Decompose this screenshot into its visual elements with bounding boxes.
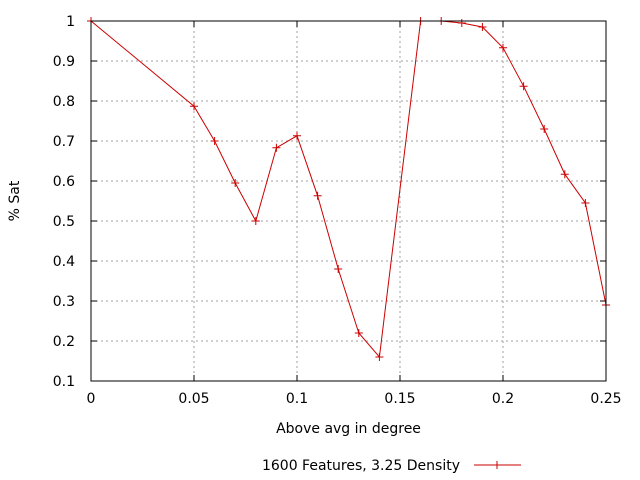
y-tick-label: 0.8: [53, 94, 75, 110]
series-group: [87, 17, 610, 361]
y-tick-label: 0.3: [53, 294, 75, 310]
y-axis-tick-labels: 0.1 0.2 0.3 0.4 0.5 0.6 0.7 0.8 0.9 1: [53, 14, 75, 390]
data-point-marker: [519, 82, 528, 91]
data-point-marker: [540, 125, 549, 133]
data-point-marker: [581, 199, 590, 207]
x-tick-label: 0.05: [178, 391, 209, 407]
y-tick-label: 0.7: [53, 134, 75, 150]
data-point-marker: [334, 265, 343, 273]
legend-marker: [493, 461, 501, 469]
series-line: [90, 20, 607, 359]
axis-ticks: [90, 20, 607, 382]
legend-label: 1600 Features, 3.25 Density: [262, 458, 460, 474]
plot-frame: [90, 20, 607, 382]
data-point-marker: [478, 23, 487, 31]
data-point-marker: [375, 353, 384, 361]
y-tick-label: 0.4: [53, 254, 75, 270]
legend: 1600 Features, 3.25 Density: [262, 458, 521, 474]
y-axis-title: % Sat: [7, 180, 23, 221]
y-tick-label: 1: [66, 14, 75, 30]
data-point-marker: [190, 102, 198, 111]
y-tick-label: 0.5: [53, 214, 75, 230]
x-tick-label: 0: [87, 391, 96, 407]
x-tick-label: 0.2: [492, 391, 514, 407]
y-tick-label: 0.6: [53, 174, 75, 190]
y-tick-label: 0.2: [53, 334, 75, 350]
x-axis-tick-labels: 0 0.05 0.1 0.15 0.2 0.25: [87, 391, 622, 407]
x-tick-label: 0.1: [286, 391, 308, 407]
x-tick-label: 0.25: [590, 391, 621, 407]
data-point-marker: [560, 170, 569, 179]
y-tick-label: 0.9: [53, 54, 75, 70]
data-point-marker: [354, 329, 363, 337]
data-point-marker: [457, 19, 466, 27]
data-point-marker: [210, 137, 219, 145]
data-point-marker: [313, 191, 322, 200]
x-axis-title: Above avg in degree: [276, 421, 421, 437]
data-point-marker: [499, 43, 507, 52]
y-tick-label: 0.1: [53, 374, 75, 390]
data-point-marker: [231, 179, 240, 187]
grid-lines: [91, 21, 606, 381]
data-point-marker: [293, 131, 301, 140]
x-tick-label: 0.15: [384, 391, 415, 407]
data-point-marker: [272, 143, 281, 152]
data-point-marker: [251, 217, 260, 225]
